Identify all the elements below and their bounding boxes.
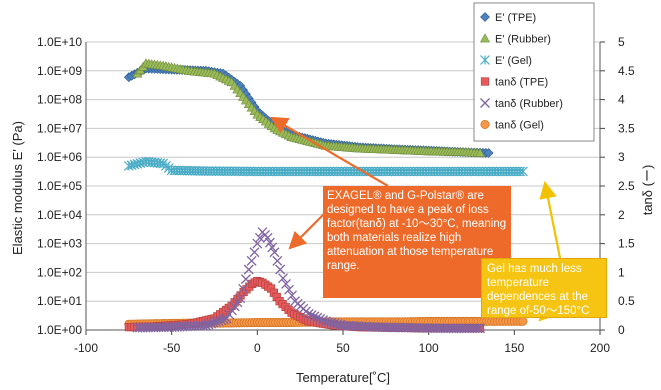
y2-tick-label: 4.5 xyxy=(618,64,635,78)
data-point xyxy=(303,308,314,319)
data-point xyxy=(272,255,283,266)
data-point xyxy=(287,290,297,301)
data-point xyxy=(264,237,275,248)
y2-tick-label: 4 xyxy=(618,93,625,107)
y2-tick-label: 3 xyxy=(618,150,625,164)
annotation-arrow xyxy=(539,180,562,259)
data-point xyxy=(269,247,280,258)
data-point xyxy=(262,232,273,243)
data-point xyxy=(249,247,260,258)
x-axis-label: Temperature[˚C] xyxy=(296,370,390,385)
annotation-arrow xyxy=(288,209,329,250)
x-tick-label: 150 xyxy=(504,341,524,355)
x-tick-label: 0 xyxy=(254,341,261,355)
x-tick-label: 50 xyxy=(336,341,350,355)
y-tick-label: 1.0E+08 xyxy=(37,93,82,107)
y-tick-label: 1.0E+05 xyxy=(37,179,82,193)
y-tick-label: 1.0E+00 xyxy=(37,323,82,337)
data-point xyxy=(332,319,343,330)
x-tick-label: -50 xyxy=(163,341,181,355)
data-point xyxy=(306,310,317,321)
x-tick-label: 200 xyxy=(590,341,610,355)
data-point xyxy=(320,316,331,327)
annotation-gel-temperature: Gel has much less temperature dependence… xyxy=(481,258,607,318)
y-axis-label: Elastic modulus E' (Pa) xyxy=(10,121,25,255)
data-point xyxy=(312,312,323,323)
data-point xyxy=(235,293,246,304)
legend-box xyxy=(473,2,595,142)
y2-tick-label: 0 xyxy=(618,323,625,337)
data-point xyxy=(472,323,483,334)
x-tick-label: 100 xyxy=(419,341,439,355)
data-point xyxy=(284,284,294,295)
data-point xyxy=(240,274,251,285)
data-point xyxy=(309,311,320,322)
data-point xyxy=(243,264,254,275)
y-tick-label: 1.0E+09 xyxy=(37,64,82,78)
data-point xyxy=(246,255,257,266)
legend-label: tanδ (Rubber) xyxy=(495,98,563,110)
legend-label: E' (Rubber) xyxy=(495,34,551,46)
y2-tick-label: 0.5 xyxy=(618,294,635,308)
y-tick-label: 1.0E+03 xyxy=(37,237,82,251)
y-tick-label: 1.0E+06 xyxy=(37,150,82,164)
y2-tick-label: 1 xyxy=(618,265,625,279)
series-e-gel- xyxy=(123,156,528,177)
legend: E' (TPE) E' (Rubber) E' (Gel) tanδ (TPE) tan… xyxy=(473,2,595,142)
data-point xyxy=(329,318,340,329)
y2-tick-label: 2.5 xyxy=(618,179,635,193)
y-tick-label: 1.0E+10 xyxy=(37,35,82,49)
y-tick-label: 1.0E+02 xyxy=(37,265,82,279)
data-point xyxy=(267,242,278,253)
legend-marker xyxy=(480,55,490,65)
data-point xyxy=(517,166,528,177)
data-point xyxy=(238,283,249,294)
annotation-peak-loss-factor: EXAGEL® and G-Polstar® are designed to h… xyxy=(323,186,511,298)
data-point xyxy=(475,147,486,157)
data-point xyxy=(318,315,328,326)
legend-marker xyxy=(480,77,490,86)
series-tan-rubber- xyxy=(132,227,486,334)
x-tick-label: -100 xyxy=(74,341,98,355)
legend-label: E' (TPE) xyxy=(495,12,536,24)
y2-axis-label: tanδ (ー) xyxy=(640,165,655,216)
legend-marker xyxy=(480,98,490,108)
legend-label: E' (Gel) xyxy=(495,55,532,67)
data-point xyxy=(326,317,337,328)
data-point xyxy=(254,232,265,243)
y2-tick-label: 1.5 xyxy=(618,237,635,251)
y-tick-label: 1.0E+04 xyxy=(37,208,82,222)
data-point xyxy=(323,317,334,327)
y2-tick-label: 2 xyxy=(618,208,625,222)
data-point xyxy=(252,238,263,249)
data-point xyxy=(475,323,486,334)
legend-marker xyxy=(480,120,490,130)
series-e-rubber- xyxy=(132,58,486,157)
data-point xyxy=(281,278,291,289)
plot-area xyxy=(123,58,528,334)
data-point xyxy=(315,313,326,324)
y2-tick-label: 3.5 xyxy=(618,121,635,135)
legend-marker xyxy=(479,33,491,43)
data-point xyxy=(275,264,286,275)
y2-tick-label: 5 xyxy=(618,35,625,49)
y-tick-label: 1.0E+07 xyxy=(37,121,82,135)
legend-label: tanδ (TPE) xyxy=(495,77,548,89)
data-point xyxy=(483,148,494,158)
annotation-arrow xyxy=(270,116,389,187)
legend-marker xyxy=(480,12,490,22)
data-point xyxy=(278,273,288,284)
y-tick-label: 1.0E+01 xyxy=(37,294,82,308)
legend-label: tanδ (Gel) xyxy=(495,120,544,132)
data-point xyxy=(518,316,528,326)
